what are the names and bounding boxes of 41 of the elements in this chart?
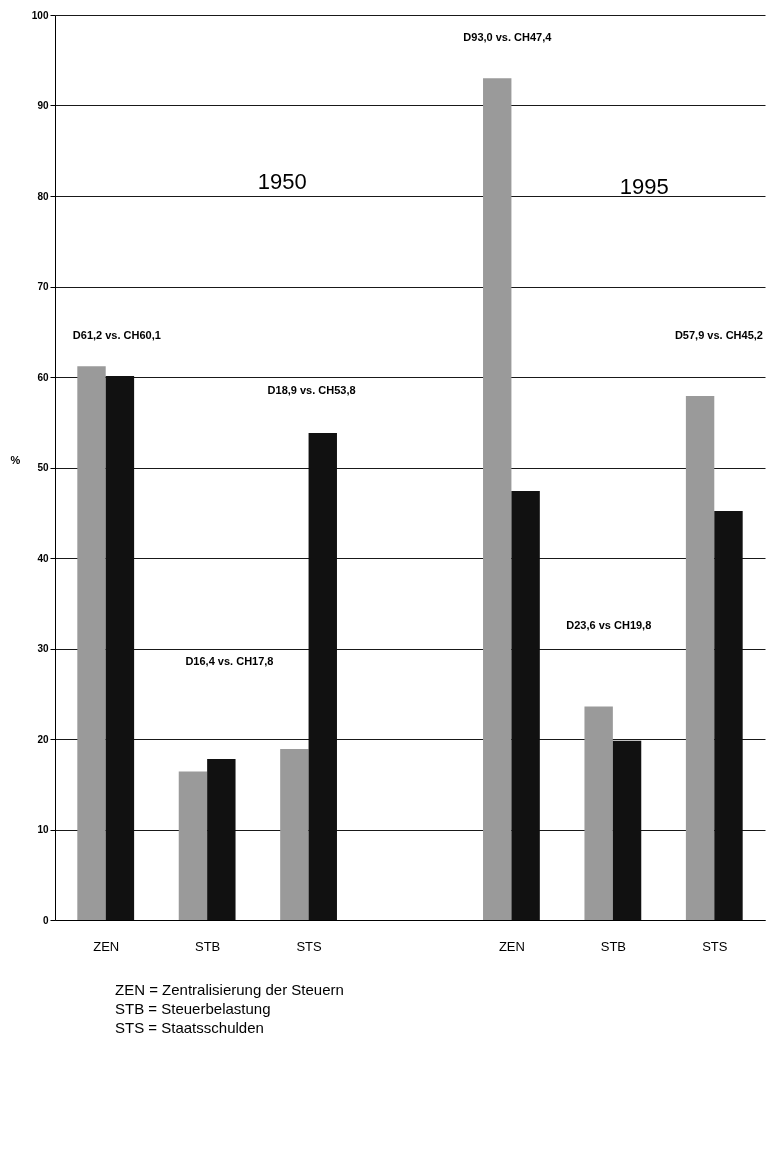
y-tick-label: 50: [37, 462, 49, 473]
y-tick-label: 80: [37, 190, 49, 202]
x-tick-label: STS: [296, 938, 323, 954]
x-tick-label: STB: [194, 938, 221, 954]
text: ZEN = Zentralisierung der Steuern: [115, 980, 345, 999]
annotation: D23,6 vs CH19,8: [566, 618, 652, 631]
y-tick-label: 30: [37, 643, 49, 654]
bar: [483, 78, 512, 920]
y-tick-label: 10: [37, 824, 49, 835]
x-tick-label: ZEN: [93, 938, 120, 954]
bar: [178, 771, 208, 920]
bar: [714, 510, 743, 920]
bar: [105, 376, 135, 920]
annotation: D93,0 vs. CH47,4: [463, 30, 553, 43]
y-tick-label: 100: [31, 9, 49, 21]
bar: [280, 748, 309, 920]
annotation: D57,9 vs. CH45,2: [674, 329, 763, 342]
y-tick-label: 20: [37, 733, 49, 745]
y-tick-label: 70: [37, 281, 49, 292]
bar: [511, 491, 540, 920]
x-tick-label: ZEN: [498, 938, 525, 954]
x-tick-label: STS: [702, 938, 728, 954]
bar: [612, 740, 642, 920]
annotation: D61,2 vs. CH60,1: [72, 329, 161, 342]
y-tick-label: 0: [42, 914, 49, 926]
y-tick-label: 60: [37, 371, 49, 383]
bar: [685, 396, 715, 920]
x-tick-label: STB: [600, 938, 627, 954]
annotation: 1995: [619, 173, 669, 199]
y-tick-label: 90: [37, 100, 49, 111]
text: STB = Steuerbelastung: [115, 999, 272, 1018]
bar: [77, 366, 106, 920]
annotation: 1950: [257, 169, 307, 195]
y-axis-title: %: [10, 453, 21, 466]
y-tick-label: 40: [37, 552, 49, 564]
annotation: D16,4 vs. CH17,8: [185, 655, 274, 668]
bar: [584, 706, 613, 920]
annotation: D18,9 vs. CH53,8: [267, 383, 356, 396]
text: STS = Staatsschulden: [115, 1018, 265, 1037]
bar: [207, 758, 236, 920]
bar: [308, 433, 337, 920]
